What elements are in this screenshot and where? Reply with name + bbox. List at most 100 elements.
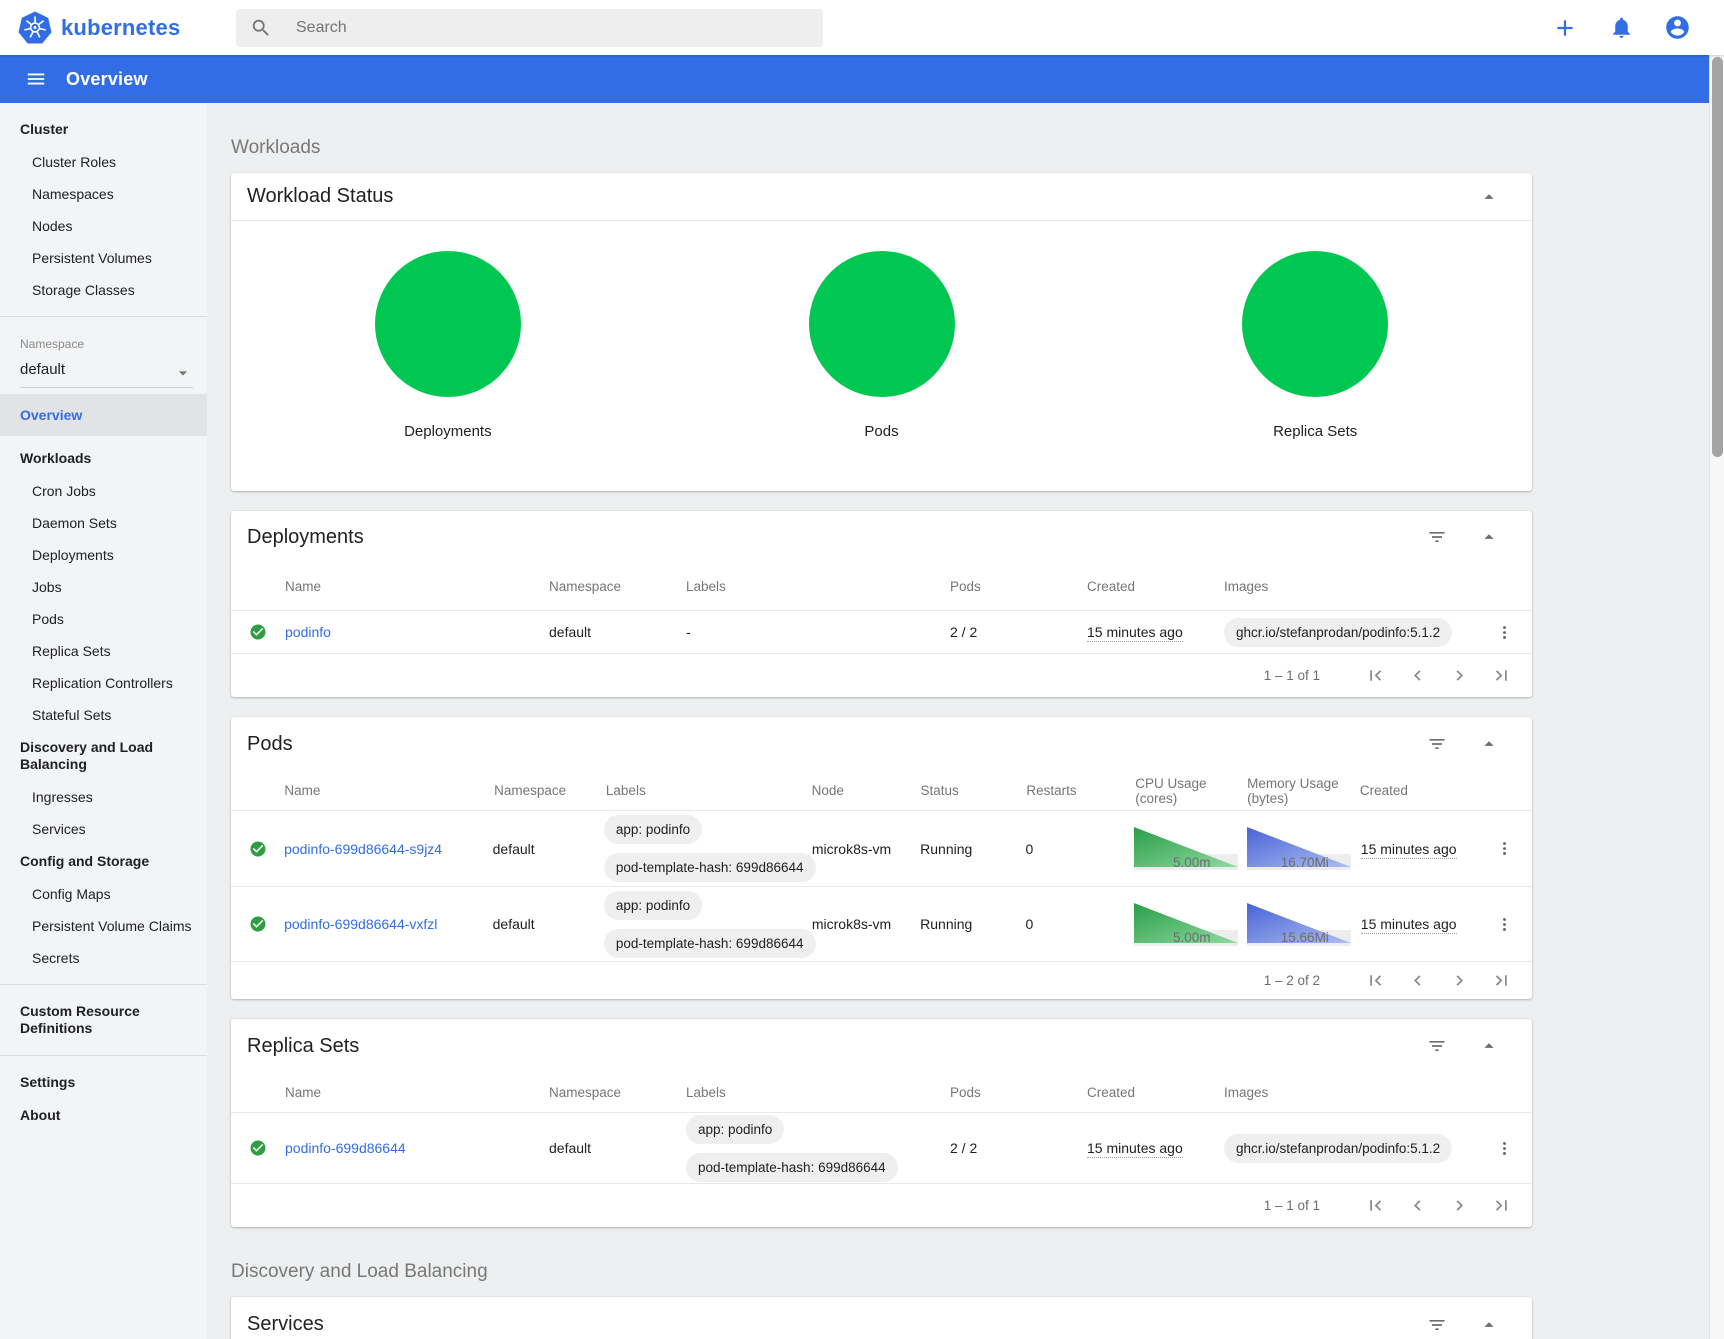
prev-page-button[interactable]	[1396, 966, 1438, 996]
label-chip: pod-template-hash: 699d86644	[603, 853, 816, 882]
sidebar-item-pods[interactable]: Pods	[32, 611, 64, 627]
replica-sets-pagination: 1 – 1 of 1	[231, 1183, 1532, 1227]
sidebar-item-replica-sets[interactable]: Replica Sets	[32, 643, 111, 659]
first-page-button[interactable]	[1354, 661, 1396, 691]
filter-icon	[1429, 532, 1445, 542]
next-page-button[interactable]	[1438, 661, 1480, 691]
workloads-section-heading: Workloads	[231, 137, 321, 158]
replica-sets-pie-chart: Replica Sets	[1098, 221, 1532, 491]
last-page-icon	[1495, 670, 1507, 681]
first-page-button[interactable]	[1354, 966, 1396, 996]
search-input[interactable]	[296, 18, 776, 37]
sidebar-item-secrets[interactable]: Secrets	[32, 950, 80, 966]
sidebar-item-custom-resource-definitions[interactable]: Custom Resource Definitions	[20, 1003, 140, 1036]
sidebar-group-workloads[interactable]: Workloads	[20, 450, 92, 466]
create-resource-button[interactable]	[1548, 11, 1582, 45]
memory-usage-value: 16.70Mi	[1280, 854, 1329, 870]
notifications-button[interactable]	[1604, 11, 1638, 45]
collapse-button[interactable]	[1476, 731, 1502, 757]
chevron-left-icon	[1413, 1200, 1420, 1211]
cpu-usage-value: 5.00m	[1173, 854, 1211, 870]
sidebar-item-cron-jobs[interactable]: Cron Jobs	[32, 483, 96, 499]
brand-name: kubernetes	[61, 14, 181, 40]
workload-status-card: Workload Status Deployments Pods	[231, 173, 1532, 491]
last-page-button[interactable]	[1480, 966, 1522, 996]
pods-card: Pods Name Namespace Labels	[231, 717, 1532, 999]
label-chip: app: podinfo	[686, 1114, 785, 1144]
next-page-button[interactable]	[1438, 966, 1480, 996]
row-menu-button[interactable]	[1491, 836, 1517, 862]
account-button[interactable]	[1660, 11, 1694, 45]
deployments-pie-chart: Deployments	[231, 221, 665, 491]
cell-labels: -	[686, 624, 691, 640]
chevron-down-icon	[173, 363, 193, 387]
last-page-button[interactable]	[1480, 1191, 1522, 1221]
sidebar-item-storage-classes[interactable]: Storage Classes	[32, 282, 135, 298]
collapse-button[interactable]	[1476, 1033, 1502, 1059]
first-page-icon	[1369, 1200, 1381, 1211]
sidebar-item-services[interactable]: Services	[32, 821, 86, 837]
search-bar[interactable]	[236, 8, 823, 47]
scrollbar-thumb[interactable]	[1712, 57, 1723, 457]
pod-link[interactable]: podinfo-699d86644-vxfzl	[284, 916, 438, 932]
replica-set-link[interactable]: podinfo-699d86644	[285, 1140, 406, 1156]
label-chip: app: podinfo	[603, 890, 703, 920]
cell-namespace: default	[549, 624, 592, 640]
cell-created: 15 minutes ago	[1087, 624, 1183, 642]
sidebar-item-overview[interactable]: Overview	[0, 394, 207, 436]
sidebar-item-persistent-volume-claims[interactable]: Persistent Volume Claims	[32, 918, 192, 934]
sidebar-item-config-maps[interactable]: Config Maps	[32, 886, 111, 902]
namespace-select[interactable]: default	[20, 353, 193, 388]
column-pods: Pods	[950, 1085, 981, 1100]
cell-namespace: default	[549, 1140, 592, 1156]
filter-button[interactable]	[1424, 731, 1450, 757]
column-namespace: Namespace	[549, 579, 622, 594]
prev-page-button[interactable]	[1396, 661, 1438, 691]
sidebar-divider	[0, 984, 207, 985]
label-chip: pod-template-hash: 699d86644	[686, 1152, 898, 1182]
image-chip: ghcr.io/stefanprodan/podinfo:5.1.2	[1224, 617, 1453, 647]
sidebar-item-cluster-roles[interactable]: Cluster Roles	[32, 154, 117, 170]
sidebar-item-replication-controllers[interactable]: Replication Controllers	[32, 675, 173, 691]
next-page-button[interactable]	[1438, 1191, 1480, 1221]
sidebar-item-jobs[interactable]: Jobs	[32, 579, 62, 595]
menu-button[interactable]	[16, 59, 56, 99]
pod-link[interactable]: podinfo-699d86644-s9jz4	[284, 840, 443, 857]
brand[interactable]: kubernetes	[0, 11, 236, 44]
column-namespace: Namespace	[494, 783, 567, 798]
row-menu-button[interactable]	[1491, 1135, 1517, 1161]
last-page-button[interactable]	[1480, 661, 1522, 691]
collapse-button[interactable]	[1476, 524, 1502, 550]
cell-pods: 2 / 2	[950, 624, 978, 640]
filter-button[interactable]	[1424, 1033, 1450, 1059]
sidebar-item-about[interactable]: About	[20, 1107, 61, 1123]
cell-restarts: 0	[1025, 916, 1034, 932]
prev-page-button[interactable]	[1396, 1191, 1438, 1221]
row-menu-button[interactable]	[1491, 619, 1517, 645]
sidebar: Cluster Cluster Roles Namespaces Nodes P…	[0, 103, 207, 1339]
deployment-link[interactable]: podinfo	[285, 624, 331, 640]
arrow-up-icon	[1484, 1321, 1494, 1327]
filter-button[interactable]	[1424, 1312, 1450, 1338]
sidebar-group-config[interactable]: Config and Storage	[20, 853, 150, 869]
sidebar-group-discovery[interactable]: Discovery and Load Balancing	[20, 739, 154, 772]
filter-button[interactable]	[1424, 524, 1450, 550]
first-page-button[interactable]	[1354, 1191, 1396, 1221]
scrollbar[interactable]	[1709, 55, 1724, 1339]
deployments-table-header: Name Namespace Labels Pods Created Image…	[231, 563, 1532, 611]
deployments-pagination: 1 – 1 of 1	[231, 653, 1532, 697]
status-ok-icon	[231, 1139, 285, 1157]
first-page-icon	[1369, 670, 1381, 681]
sidebar-item-daemon-sets[interactable]: Daemon Sets	[32, 515, 117, 531]
collapse-button[interactable]	[1476, 184, 1502, 210]
sidebar-item-deployments[interactable]: Deployments	[32, 547, 114, 563]
sidebar-item-settings[interactable]: Settings	[20, 1074, 76, 1090]
sidebar-item-ingresses[interactable]: Ingresses	[32, 789, 93, 805]
row-menu-button[interactable]	[1491, 911, 1517, 937]
collapse-button[interactable]	[1476, 1312, 1502, 1338]
sidebar-group-cluster[interactable]: Cluster	[20, 121, 69, 137]
sidebar-item-stateful-sets[interactable]: Stateful Sets	[32, 707, 112, 723]
sidebar-item-nodes[interactable]: Nodes	[32, 218, 73, 234]
sidebar-item-namespaces[interactable]: Namespaces	[32, 186, 114, 202]
sidebar-item-persistent-volumes[interactable]: Persistent Volumes	[32, 250, 152, 266]
